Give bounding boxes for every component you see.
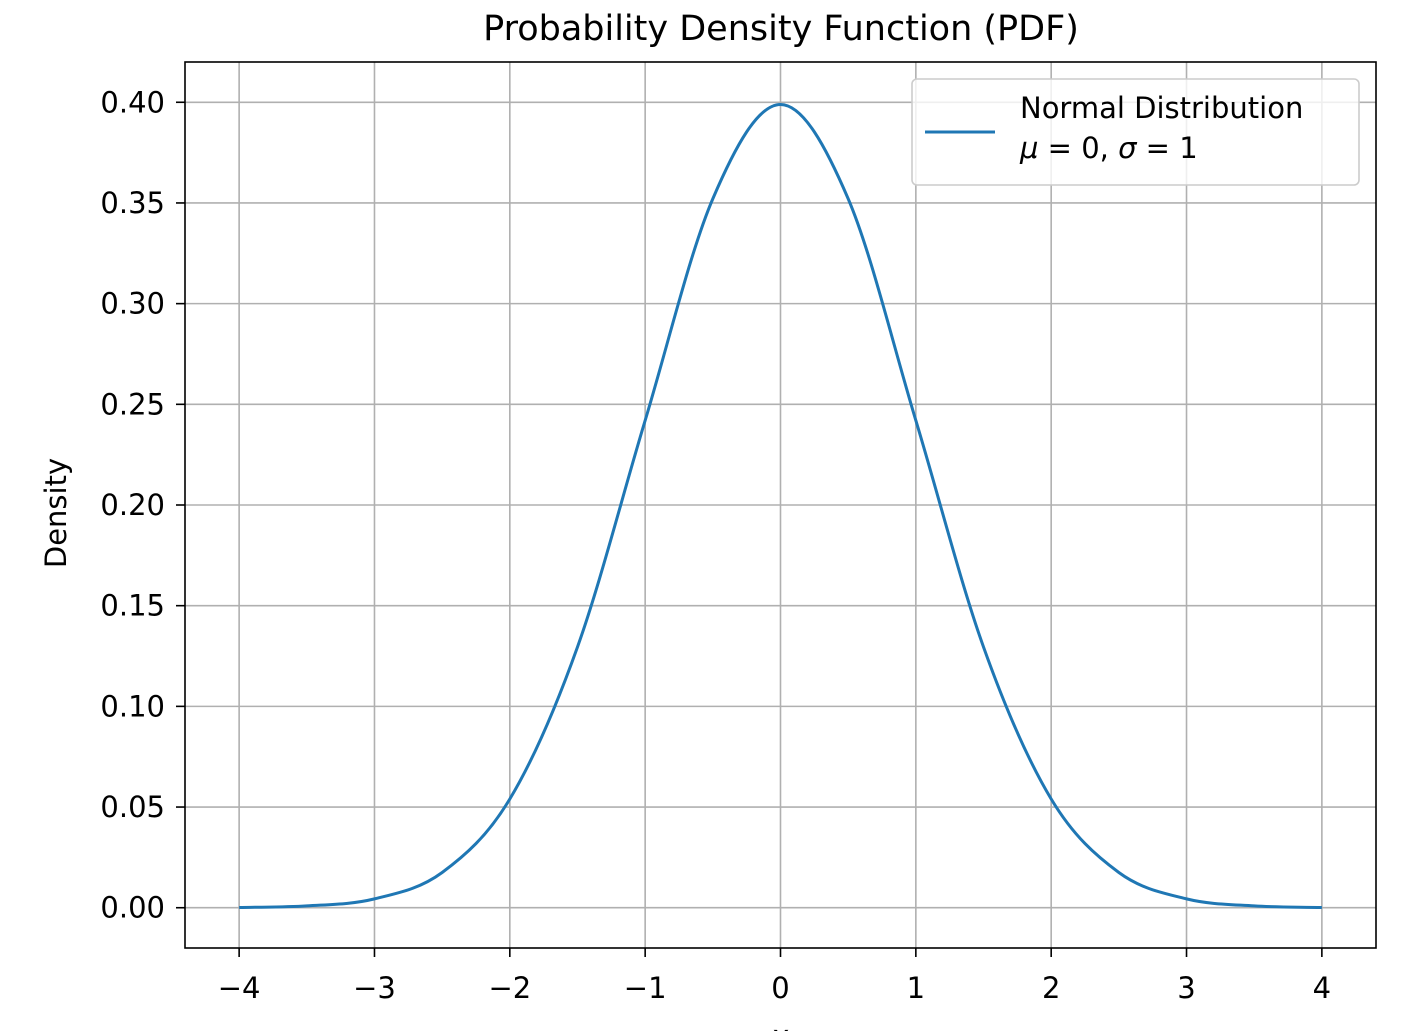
x-tick-label: 2 — [1042, 971, 1060, 1005]
legend-mu-symbol: μ — [1019, 131, 1038, 165]
x-tick-label: −4 — [218, 971, 261, 1005]
legend-mu-value: = 0, — [1038, 131, 1118, 165]
tick-marks — [176, 101, 1323, 957]
x-tick-labels: −4 −3 −2 −1 0 1 2 3 4 — [218, 971, 1331, 1005]
legend-sigma-value: = 1 — [1136, 131, 1197, 165]
x-tick-label: 4 — [1313, 971, 1331, 1005]
x-tick-label: 1 — [907, 971, 925, 1005]
series-line-normal-distribution — [239, 102, 1322, 910]
y-tick-label: 0.05 — [100, 790, 165, 824]
y-tick-label: 0.40 — [100, 85, 165, 119]
series-layer — [239, 102, 1322, 910]
x-tick-label: −3 — [353, 971, 396, 1005]
x-tick-label: −1 — [624, 971, 667, 1005]
y-tick-label: 0.30 — [100, 287, 165, 321]
x-axis-label: x — [772, 1019, 789, 1031]
grid-lines — [185, 62, 1376, 948]
y-tick-label: 0.10 — [100, 689, 165, 723]
y-tick-label: 0.35 — [100, 186, 165, 220]
legend-sigma-symbol: σ — [1118, 131, 1138, 165]
x-tick-label: 3 — [1177, 971, 1195, 1005]
legend-label-line1: Normal Distribution — [1020, 91, 1303, 125]
x-tick-label: 0 — [771, 971, 789, 1005]
chart-title: Probability Density Function (PDF) — [483, 9, 1079, 49]
legend-box — [911, 78, 1360, 186]
y-axis-label: Density — [39, 458, 73, 568]
legend: Normal Distribution μ = 0, σ = 1 — [911, 78, 1360, 186]
y-tick-labels: 0.00 0.05 0.10 0.15 0.20 0.25 0.30 0.35 0.40 — [100, 85, 165, 924]
y-tick-label: 0.20 — [100, 488, 165, 522]
legend-label-line2: μ = 0, σ = 1 — [1019, 131, 1198, 165]
y-tick-label: 0.25 — [100, 387, 165, 421]
x-tick-label: −2 — [488, 971, 531, 1005]
y-tick-label: 0.15 — [100, 589, 165, 623]
y-tick-label: 0.00 — [100, 891, 165, 925]
